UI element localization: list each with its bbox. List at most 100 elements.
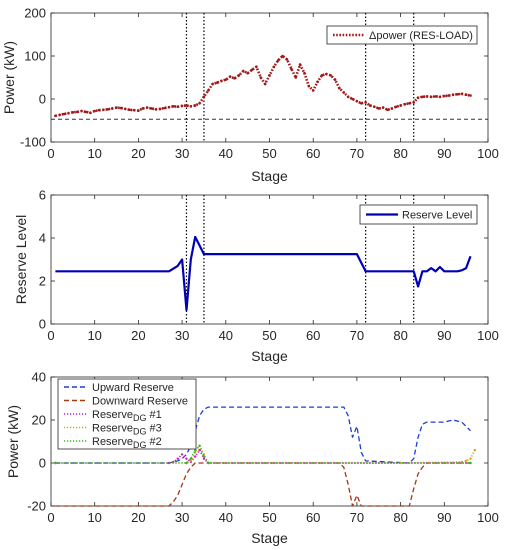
legend-label-suffix: #1 [146,409,161,421]
data-point [434,95,437,98]
data-point [202,95,206,99]
data-point [255,65,258,69]
x-tick-label: 70 [350,510,364,525]
y-tick-label: 200 [24,6,46,21]
data-point [207,89,210,92]
data-point [193,104,197,107]
data-point [176,105,180,109]
data-point [189,105,193,108]
x-tick-label: 40 [219,328,233,343]
data-point [185,461,188,465]
data-point [207,461,210,465]
y-tick-label: 0 [39,317,46,332]
data-point [346,95,350,99]
x-tick-label: 0 [47,146,54,161]
x-tick-label: 60 [306,146,320,161]
data-point [451,93,455,96]
data-point [202,455,206,458]
legend-label-3: ReserveDG #3 [92,423,162,437]
data-point [237,74,241,77]
data-point [359,102,363,105]
data-point [185,104,188,107]
data-point [128,108,131,112]
data-point [163,106,166,110]
data-point [473,448,477,452]
legend-label-subscript: DG [133,440,147,450]
series-line-0 [55,406,471,464]
data-point [272,65,276,69]
legend: Δpower (RES-LOAD) [326,25,478,45]
data-point [123,107,127,111]
x-tick-label: 60 [306,328,320,343]
y-tick-label: 20 [32,413,46,428]
reserve-level-panel: 0 10 20 30 40 50 60 70 80 90 100 0 2 4 6 Stage Reserve L… [13,188,499,365]
legend-label-0: Reserve Level [402,210,472,222]
data-point [115,106,118,109]
data-point [329,74,332,77]
data-point [394,105,398,109]
legend-box [57,378,197,450]
data-point [141,107,145,110]
data-point [403,102,407,106]
data-point [351,97,354,101]
data-point [132,108,136,112]
x-tick-label: 0 [47,328,54,343]
y-tick-label: -100 [20,135,46,150]
data-point [460,92,464,96]
y-axis-label: Reserve Level [13,215,29,305]
data-point [137,109,140,112]
data-point [158,107,162,111]
data-point [285,58,289,61]
x-axis-label: Stage [251,530,288,546]
legend-label-suffix: #3 [146,423,161,435]
data-point [338,86,341,90]
legend-box [326,25,478,45]
x-tick-label: 10 [87,510,101,525]
data-point [102,108,105,112]
x-tick-label: 100 [477,146,499,161]
legend-label-0: Δpower (RES-LOAD) [369,30,473,42]
data-point [185,457,188,460]
x-tick-label: 50 [262,510,276,525]
data-point [180,104,184,108]
data-point [215,81,219,84]
data-point [224,78,228,81]
legend-label-0: Upward Reserve [92,382,174,394]
data-point [71,111,75,114]
x-tick-label: 80 [393,328,407,343]
data-point [89,111,92,115]
data-point [408,102,411,105]
x-tick-label: 70 [350,146,364,161]
data-point [220,79,223,83]
x-tick-label: 30 [175,328,189,343]
data-point [54,114,57,118]
data-point [368,104,372,107]
x-tick-label: 10 [87,328,101,343]
x-tick-label: 30 [175,510,189,525]
y-axis-label: Power (kW) [5,405,21,478]
data-point [180,453,184,456]
data-point [447,94,450,97]
data-point [342,91,346,94]
data-point [58,113,62,117]
x-tick-label: 60 [306,510,320,525]
x-axis-label: Stage [251,168,288,184]
data-point [259,76,263,79]
y-tick-label: 2 [39,274,46,289]
data-point [194,455,197,458]
legend-box [359,204,478,225]
data-point [202,457,206,460]
x-axis-label: Stage [251,348,288,364]
data-point [438,95,442,99]
data-point [456,92,459,96]
series-line-0 [55,235,472,312]
data-point [93,109,96,113]
data-point [189,457,193,460]
y-tick-label: 100 [24,49,46,64]
data-point [198,102,201,105]
data-point [233,77,236,80]
data-point [80,109,83,113]
data-point [290,67,293,71]
data-point [154,108,158,111]
